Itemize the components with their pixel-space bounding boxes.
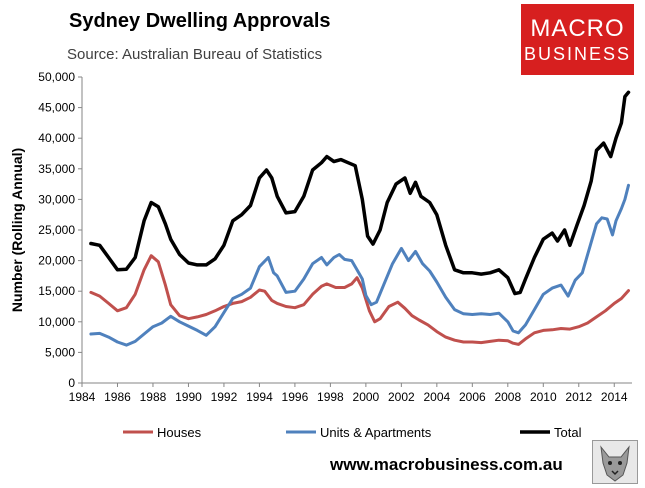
y-tick-label: 25,000 — [38, 223, 75, 237]
x-tick-label: 1988 — [140, 390, 167, 404]
x-tick-label: 2004 — [423, 390, 450, 404]
y-tick-label: 50,000 — [38, 70, 75, 84]
x-tick-label: 2010 — [530, 390, 557, 404]
legend-label: Total — [554, 425, 582, 440]
chart-axes — [78, 76, 632, 387]
axis-tick-labels: 0 5,000 10,000 15,000 20,000 25,000 30,000 35,0… — [9, 70, 628, 404]
macrobusiness-logo: MACRO BUSINESS — [521, 4, 634, 75]
series-line-total — [89, 90, 631, 296]
x-tick-label: 1990 — [175, 390, 202, 404]
chart-legend: Houses Units & Apartments Total — [123, 425, 582, 440]
y-tick-label: 35,000 — [38, 162, 75, 176]
x-tick-label: 2012 — [565, 390, 592, 404]
y-tick-label: 30,000 — [38, 192, 75, 206]
x-tick-label: 2006 — [459, 390, 486, 404]
x-tick-label: 1986 — [104, 390, 131, 404]
y-tick-label: 40,000 — [38, 131, 75, 145]
x-tick-label: 2000 — [353, 390, 380, 404]
y-tick-label: 20,000 — [38, 254, 75, 268]
x-tick-label: 2002 — [388, 390, 415, 404]
y-tick-label: 5,000 — [45, 345, 75, 359]
x-tick-label: 1998 — [317, 390, 344, 404]
chart-title: Sydney Dwelling Approvals — [69, 10, 331, 32]
x-tick-label: 1994 — [246, 390, 273, 404]
series-line-units-apartments — [89, 183, 630, 347]
y-tick-label: 45,000 — [38, 101, 75, 115]
x-tick-label: 1984 — [69, 390, 96, 404]
legend-label: Houses — [157, 425, 202, 440]
chart-series — [89, 90, 631, 347]
y-tick-label: 15,000 — [38, 284, 75, 298]
chart-subtitle: Source: Australian Bureau of Statistics — [67, 46, 323, 63]
x-tick-label: 1996 — [282, 390, 309, 404]
y-axis-label: Number (Rolling Annual) — [9, 148, 25, 312]
logo-line-2: BUSINESS — [523, 44, 632, 64]
y-tick-label: 0 — [68, 376, 75, 390]
wolf-icon — [592, 440, 638, 484]
legend-label: Units & Apartments — [320, 425, 432, 440]
website-url: www.macrobusiness.com.au — [330, 455, 563, 474]
x-tick-label: 2014 — [601, 390, 628, 404]
series-line-houses — [89, 254, 630, 346]
y-tick-label: 10,000 — [38, 315, 75, 329]
logo-line-1: MACRO — [530, 15, 625, 42]
x-tick-label: 1992 — [211, 390, 238, 404]
x-tick-label: 2008 — [494, 390, 521, 404]
